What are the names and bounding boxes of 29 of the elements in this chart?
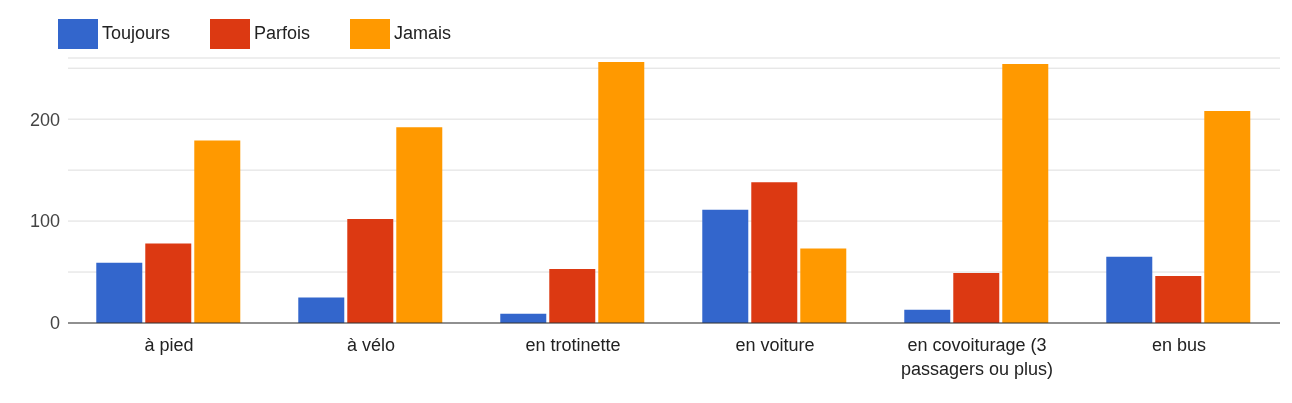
x-tick-label: à vélo [346, 335, 396, 355]
bar [298, 297, 345, 323]
bar [800, 248, 847, 323]
x-tick-label: en covoiturage (3 passagers ou plus) [900, 335, 1054, 379]
bar [549, 268, 596, 323]
bar [145, 243, 192, 323]
legend-label: Parfois [254, 22, 311, 43]
bar [751, 182, 798, 323]
bar [1106, 256, 1153, 323]
bar [347, 219, 394, 323]
bar [702, 209, 749, 323]
bar [598, 62, 645, 323]
bar [1204, 111, 1251, 323]
bar [953, 273, 1000, 323]
legend-label: Jamais [394, 22, 452, 43]
y-tick-label: 100 [29, 211, 60, 232]
x-tick-label: en trotinette [525, 335, 621, 355]
bar [396, 127, 443, 323]
y-tick-label: 0 [49, 313, 60, 334]
bar [1002, 64, 1049, 323]
legend-label: Toujours [102, 22, 171, 43]
x-tick-label: en voiture [735, 335, 815, 355]
bar [194, 140, 241, 323]
bar [1155, 276, 1202, 323]
x-tick-label: à pied [144, 335, 194, 355]
y-tick-label: 200 [29, 109, 60, 130]
bar [96, 262, 143, 323]
x-tick-label: en bus [1151, 335, 1207, 355]
bar [904, 309, 951, 323]
